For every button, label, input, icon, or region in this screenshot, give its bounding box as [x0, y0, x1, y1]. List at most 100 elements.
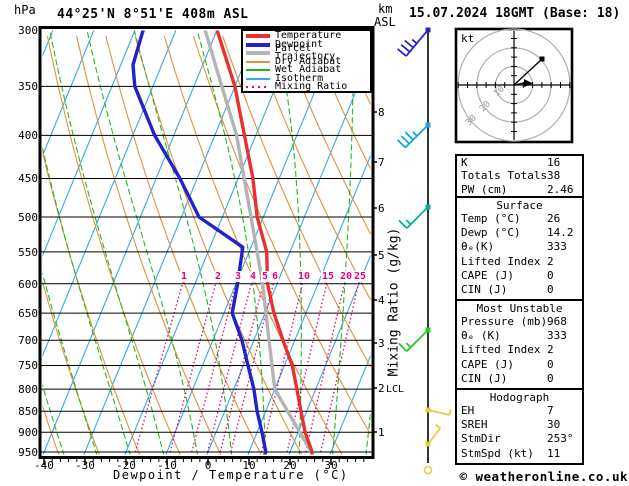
panel-row-label: Lifted Index: [461, 343, 541, 357]
pressure-tick-label: 400: [18, 129, 38, 142]
panel-row: θₑ (K) 333: [457, 329, 582, 343]
chart-legend: Temperature Dewpoint Parcel Trajectory Dry …: [241, 29, 372, 93]
valid-datetime: 15.07.2024 18GMT (Base: 18): [409, 6, 621, 21]
legend-item-label: Dewpoint: [275, 38, 324, 50]
panel-row: PW (cm) 2.46: [457, 183, 582, 196]
panel-row-label: Dewp (°C): [461, 226, 521, 240]
legend-item: Wet Adiabat: [243, 64, 370, 75]
wind-barb-icon: [396, 122, 431, 149]
pressure-tick-label: 600: [18, 278, 38, 291]
panel-row-label: CIN (J): [461, 282, 508, 296]
km-tick-label: 3: [378, 337, 385, 350]
isotherms-group: [42, 30, 371, 455]
legend-item-label: Parcel Trajectory: [275, 42, 336, 63]
panel-row: SREH 30: [457, 418, 582, 432]
wind-barb-icon: [397, 27, 431, 57]
mixing-ratio-label: 25: [352, 271, 368, 282]
mixing-ratio-label: 4: [248, 271, 258, 282]
mixing-ratio-label: 2: [213, 271, 223, 282]
panel-row-value: 2: [547, 254, 554, 268]
legend-line-sample: [246, 77, 270, 80]
hodograph-unit-label: kt: [461, 32, 474, 45]
surface-panel: Surface Temp (°C) 26 Dewp (°C) 14.2 θₑ(K) 333 L…: [455, 196, 584, 301]
legend-item: Mixing Ratio: [243, 81, 370, 92]
km-tick-label: 8: [378, 106, 385, 119]
panel-title: Hodograph: [489, 391, 550, 404]
panel-row: Temp (°C) 26: [457, 212, 582, 226]
wind-barb-icon: [425, 407, 452, 416]
legend-item: Temperature: [243, 30, 370, 41]
panel-row-value: 0: [547, 371, 554, 385]
height-axis-unit-asl: ASL: [374, 15, 396, 29]
pressure-tick-label: 750: [18, 359, 38, 372]
panel-row-value: 30: [547, 418, 561, 432]
panel-row-value: 968: [547, 315, 567, 328]
temperature-tick-label: -40: [34, 459, 54, 472]
lcl-label: LCL: [386, 384, 405, 395]
legend-line-sample: [246, 60, 270, 63]
panel-row: Pressure (mb) 968: [457, 315, 582, 329]
height-axis-unit-km: km: [378, 2, 393, 16]
legend-item-label: Wet Adiabat: [275, 64, 342, 75]
legend-item-label: Mixing Ratio: [275, 81, 348, 92]
panel-row: CIN (J) 0: [457, 283, 582, 297]
legend-item: Parcel Trajectory: [243, 43, 370, 62]
panel-row-value: 14.2: [547, 226, 574, 240]
panel-row-value: 38: [547, 169, 561, 183]
panel-title: Most Unstable: [476, 302, 563, 315]
km-tick-label: 5: [378, 249, 385, 262]
mixing-ratio-label: 15: [320, 271, 336, 282]
sounding-curves: [131, 30, 314, 455]
panel-row-value: 0: [547, 282, 554, 296]
legend-item-label: Dry Adiabat: [275, 55, 342, 67]
panel-row-label: Totals Totals: [461, 169, 548, 183]
pressure-tick-label: 550: [18, 246, 38, 259]
mixing-ratio-label: 5: [260, 271, 270, 282]
km-ticks-group: [372, 111, 377, 433]
pressure-tick-label: 500: [18, 211, 38, 224]
legend-line-sample: [246, 51, 270, 56]
panel-row-label: Temp (°C): [461, 212, 521, 225]
wind-barb-icon: [425, 423, 442, 447]
page-title: 44°25'N 8°51'E 408m ASL: [57, 7, 249, 22]
wind-barb-icon: [398, 327, 431, 352]
mixing-ratio-label: 1: [179, 271, 189, 282]
panel-row-value: 333: [547, 329, 567, 343]
most-unstable-panel: Most Unstable Pressure (mb) 968 θₑ (K) 333 Li…: [455, 299, 584, 390]
indices-panel: K 16 Totals Totals 38 PW (cm) 2.46: [455, 154, 584, 198]
hodograph-trace: [513, 58, 543, 86]
panel-row: StmDir 253°: [457, 432, 582, 446]
plot-border: [38, 26, 375, 459]
pressure-axis-unit: hPa: [14, 3, 36, 17]
legend-item-label: Temperature: [275, 30, 342, 41]
panel-row-value: 2.46: [547, 182, 574, 196]
pressure-tick-label: 450: [18, 172, 38, 185]
panel-row: K 16: [457, 156, 582, 169]
panel-row-value: 2: [547, 343, 554, 357]
pressure-tick-label: 800: [18, 383, 38, 396]
legend-line-sample: [246, 86, 270, 89]
temperature-curve: [215, 30, 314, 455]
pressure-tick-label: 850: [18, 405, 38, 418]
panel-row-label: StmSpd (kt): [461, 446, 534, 460]
panel-row-label: Pressure (mb): [461, 315, 548, 328]
temperature-tick-label: 0: [204, 459, 212, 472]
panel-row-label: Lifted Index: [461, 254, 541, 268]
panel-row-value: 333: [547, 240, 567, 254]
temperature-tick-label: -20: [116, 459, 136, 472]
storm-motion-vector: [513, 82, 525, 86]
temperature-tick-label: -30: [75, 459, 95, 472]
legend-item: Dewpoint: [243, 38, 370, 50]
pressure-tick-label: 350: [18, 80, 38, 93]
mixing-ratio-label: 3: [233, 271, 243, 282]
mixing-ratio-label: 6: [270, 271, 280, 282]
panel-row-label: K: [461, 156, 468, 169]
panel-title: Surface: [496, 199, 543, 212]
temperature-tick-label: 10: [242, 459, 256, 472]
legend-item: Dry Adiabat: [243, 55, 370, 67]
mixing-ratio-lines-group: [133, 271, 362, 455]
wind-barb-column: [396, 27, 452, 475]
temperature-tick-label: 30: [324, 459, 338, 472]
